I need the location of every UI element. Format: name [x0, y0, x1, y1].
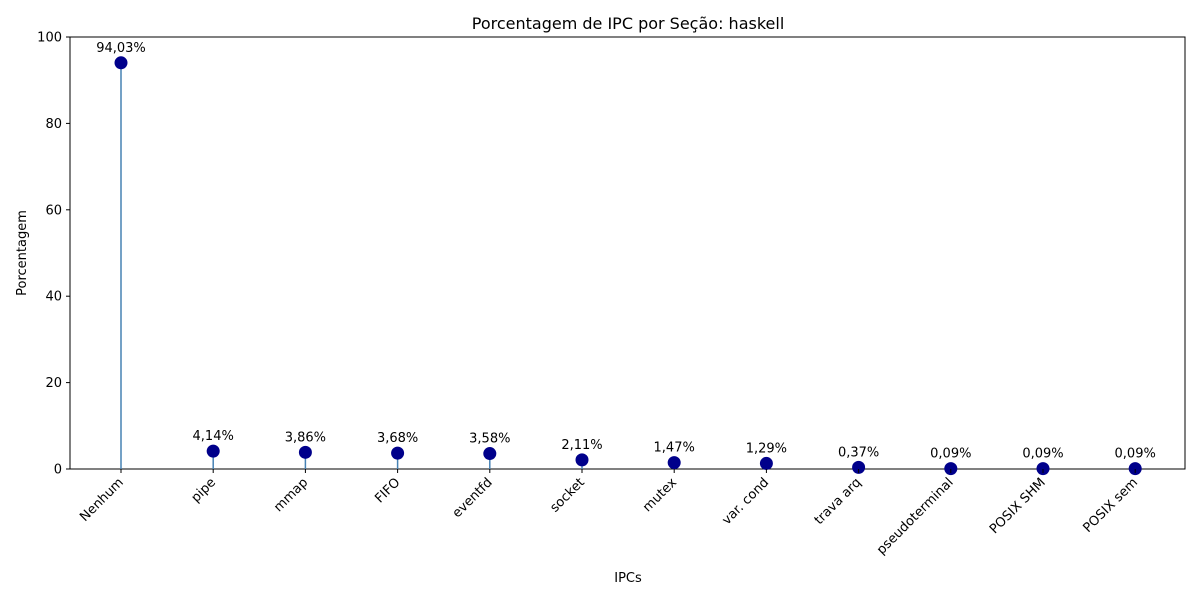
y-tick-label: 100 — [37, 31, 62, 46]
x-tick-label: POSIX SHM — [987, 475, 1049, 537]
data-label: 3,68% — [377, 431, 418, 446]
data-label: 3,58% — [469, 432, 510, 447]
plot-area — [69, 36, 1186, 470]
x-tick-label: Nenhum — [77, 475, 127, 525]
data-point — [944, 462, 958, 476]
x-tick-label: mutex — [640, 475, 680, 515]
data-point — [1036, 462, 1050, 476]
x-tick-label: mmap — [271, 475, 311, 515]
y-tick-label: 60 — [45, 203, 62, 218]
data-label: 0,37% — [838, 445, 879, 460]
y-tick-label: 80 — [45, 117, 62, 132]
x-tick-label: var. cond — [719, 475, 772, 528]
data-label: 0,09% — [1115, 447, 1156, 462]
data-label: 0,09% — [1022, 447, 1063, 462]
data-label: 2,11% — [561, 438, 602, 453]
data-point — [391, 446, 405, 460]
x-tick-label: POSIX sem — [1080, 475, 1141, 536]
markers — [114, 56, 1142, 476]
x-tick-label: eventfd — [450, 475, 496, 521]
x-tick-label: pseudoterminal — [874, 475, 957, 558]
y-axis-title: Porcentagem — [15, 210, 30, 296]
data-point — [298, 445, 312, 459]
data-point — [206, 444, 220, 458]
data-point — [852, 460, 866, 474]
data-point — [575, 453, 589, 467]
x-axis-title: IPCs — [614, 571, 642, 586]
x-tick-label: pipe — [189, 475, 219, 505]
data-point — [483, 447, 497, 461]
data-point — [759, 456, 773, 470]
data-label: 94,03% — [96, 41, 146, 56]
chart-title: Porcentagem de IPC por Seção: haskell — [472, 14, 785, 33]
data-label: 1,47% — [654, 441, 695, 456]
data-label: 1,29% — [746, 441, 787, 456]
y-tick-label: 40 — [45, 290, 62, 305]
x-tick-label: FIFO — [372, 475, 403, 506]
x-tick-label: socket — [547, 475, 587, 515]
data-label: 0,09% — [930, 447, 971, 462]
y-axis: 0 20 40 60 80 100 — [37, 31, 70, 478]
data-label: 4,14% — [193, 429, 234, 444]
data-point — [1128, 462, 1142, 476]
data-label: 3,86% — [285, 430, 326, 445]
data-point — [114, 56, 128, 70]
stems — [120, 62, 1136, 469]
data-labels: 94,03% 4,14% 3,86% 3,68% 3,58% 2,11% 1,47% 1,29… — [96, 41, 1156, 462]
x-axis: Nenhum pipe mmap FIFO eventfd socket mutex var.… — [77, 469, 1141, 558]
y-tick-label: 0 — [54, 463, 62, 478]
data-point — [667, 456, 681, 470]
y-tick-label: 20 — [45, 376, 62, 391]
x-tick-label: trava arq — [812, 475, 865, 528]
